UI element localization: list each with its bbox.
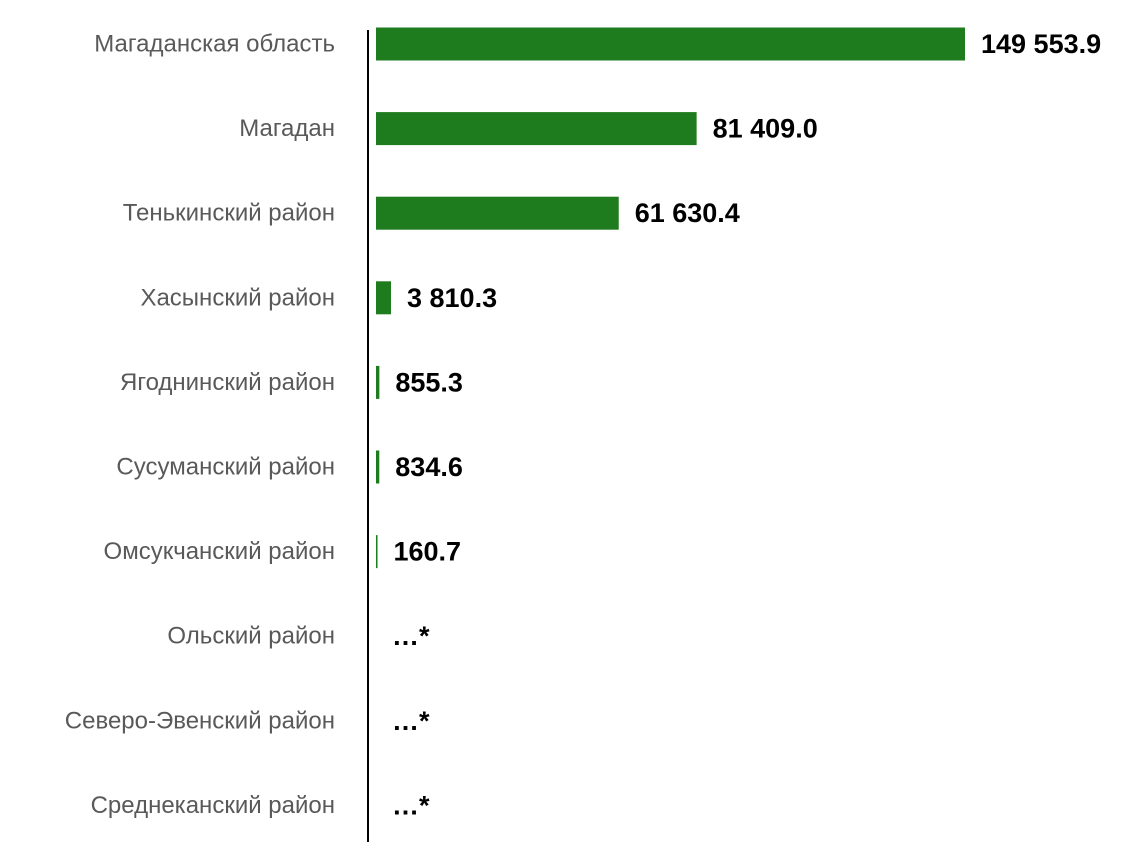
value-labels-group: 149 553.9 81 409.0 61 630.4 3 810.3 855.3 834… [392, 29, 1101, 820]
value-label: 149 553.9 [981, 29, 1101, 59]
value-label: 3 810.3 [407, 283, 497, 313]
category-label: Хасынский район [140, 284, 335, 311]
bar [376, 196, 619, 230]
bar [376, 281, 392, 315]
bars-group [376, 27, 965, 569]
value-label: 160.7 [394, 537, 462, 567]
category-label: Омсукчанский район [104, 538, 335, 565]
category-label: Магадан [239, 115, 335, 142]
bar [376, 535, 378, 569]
category-label: Северо-Эвенский район [65, 707, 335, 734]
value-label: 81 409.0 [713, 114, 818, 144]
category-labels-group: Магаданская область Магадан Тенькинский ра… [65, 31, 335, 819]
value-label: 834.6 [395, 452, 463, 482]
value-label: …* [392, 621, 430, 651]
value-label: 855.3 [395, 367, 463, 397]
bar [376, 365, 380, 399]
value-label: …* [392, 706, 430, 736]
category-label: Тенькинский район [123, 200, 335, 227]
bar [376, 450, 380, 484]
category-label: Ягоднинский район [120, 369, 335, 396]
bar [376, 27, 965, 61]
category-label: Среднеканский район [91, 792, 335, 819]
value-label: …* [392, 790, 430, 820]
category-label: Сусуманский район [116, 454, 335, 481]
category-label: Магаданская область [94, 31, 335, 58]
category-label: Ольский район [167, 623, 335, 650]
bar [376, 112, 697, 146]
value-label: 61 630.4 [635, 198, 740, 228]
